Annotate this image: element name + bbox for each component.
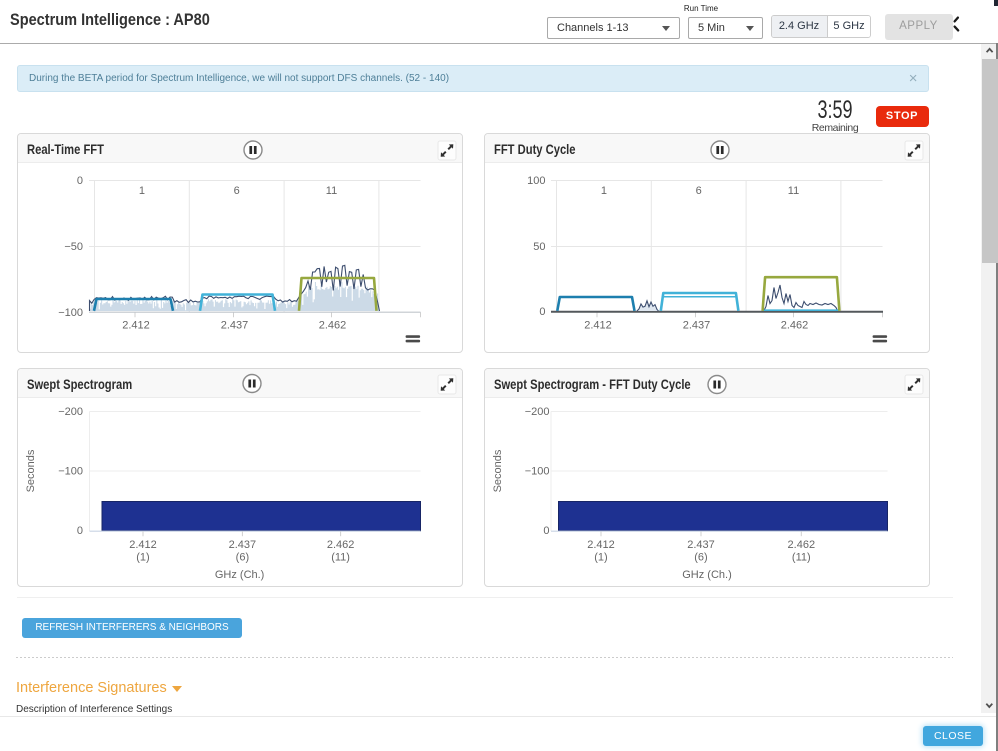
svg-text:50: 50: [533, 241, 545, 253]
svg-text:−50: −50: [64, 241, 83, 253]
svg-text:Seconds: Seconds: [492, 449, 504, 492]
svg-text:1: 1: [601, 185, 607, 197]
svg-text:2.462: 2.462: [327, 539, 355, 551]
svg-text:2.412: 2.412: [587, 539, 615, 551]
svg-text:2.462: 2.462: [788, 539, 816, 551]
svg-text:−200: −200: [58, 406, 83, 418]
svg-text:2.412: 2.412: [122, 320, 150, 332]
svg-text:GHz (Ch.): GHz (Ch.): [215, 569, 265, 581]
svg-text:0: 0: [539, 306, 545, 318]
svg-text:(11): (11): [792, 552, 811, 564]
svg-text:6: 6: [234, 185, 240, 197]
svg-text:2.462: 2.462: [319, 320, 347, 332]
svg-text:1: 1: [139, 185, 145, 197]
svg-text:GHz (Ch.): GHz (Ch.): [682, 569, 732, 581]
svg-text:11: 11: [326, 185, 337, 197]
svg-text:2.412: 2.412: [584, 320, 612, 332]
svg-text:(6): (6): [694, 552, 707, 564]
svg-text:(11): (11): [331, 552, 350, 564]
svg-text:2.437: 2.437: [683, 320, 711, 332]
svg-text:Seconds: Seconds: [25, 449, 37, 492]
svg-text:(1): (1): [594, 552, 607, 564]
svg-text:−200: −200: [525, 406, 550, 418]
svg-text:0: 0: [77, 525, 83, 537]
svg-text:2.412: 2.412: [129, 539, 157, 551]
svg-text:(1): (1): [136, 552, 149, 564]
svg-text:11: 11: [788, 185, 799, 197]
svg-text:2.437: 2.437: [221, 320, 249, 332]
svg-text:2.437: 2.437: [687, 539, 715, 551]
svg-text:0: 0: [77, 175, 83, 187]
svg-text:(6): (6): [236, 552, 249, 564]
svg-text:−100: −100: [58, 466, 83, 478]
svg-text:−100: −100: [525, 466, 550, 478]
svg-text:6: 6: [696, 185, 702, 197]
svg-text:2.462: 2.462: [781, 320, 809, 332]
svg-text:−100: −100: [58, 307, 83, 319]
svg-text:100: 100: [527, 175, 545, 187]
svg-text:0: 0: [543, 525, 549, 537]
svg-text:2.437: 2.437: [229, 539, 257, 551]
